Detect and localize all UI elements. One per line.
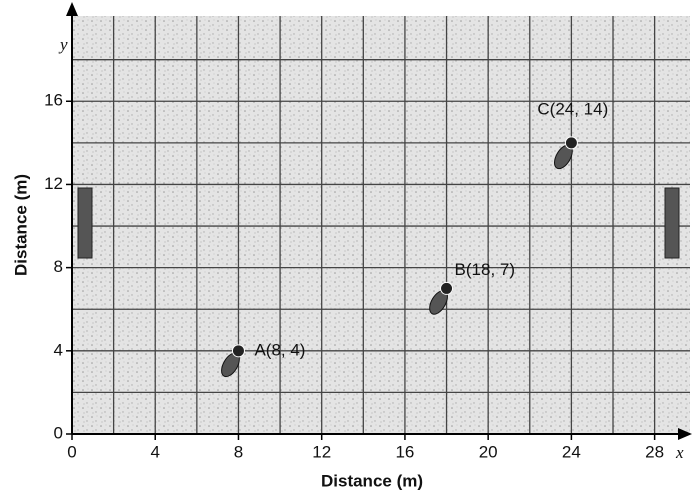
x-axis-title: Distance (m) <box>321 471 423 490</box>
x-tick-label: 8 <box>234 442 243 461</box>
x-tick-label: 16 <box>395 442 414 461</box>
player <box>440 281 454 295</box>
y-axis-name: y <box>58 35 68 54</box>
x-tick-label: 28 <box>645 442 664 461</box>
x-axis-name: x <box>675 443 684 462</box>
x-tick-label: 20 <box>479 442 498 461</box>
x-tick-label: 0 <box>67 442 76 461</box>
x-axis-arrow <box>678 428 692 440</box>
field <box>72 16 690 434</box>
y-tick-label: 8 <box>54 257 63 276</box>
y-axis-arrow <box>66 2 78 16</box>
y-tick-label: 4 <box>54 340 63 359</box>
y-tick-label: 0 <box>54 423 63 442</box>
x-tick-label: 24 <box>562 442 581 461</box>
goal <box>77 187 93 259</box>
player <box>231 344 245 358</box>
player <box>564 136 578 150</box>
point-label: C(24, 14) <box>537 99 608 118</box>
y-tick-label: 16 <box>44 91 63 110</box>
y-tick-label: 12 <box>44 174 63 193</box>
x-tick-label: 12 <box>312 442 331 461</box>
point-label: B(18, 7) <box>455 260 515 279</box>
y-axis-title: Distance (m) <box>11 174 30 276</box>
goal <box>664 187 680 259</box>
point-label: A(8, 4) <box>254 340 305 359</box>
x-tick-label: 4 <box>150 442 159 461</box>
